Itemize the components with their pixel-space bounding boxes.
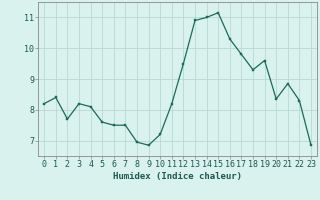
X-axis label: Humidex (Indice chaleur): Humidex (Indice chaleur) [113,172,242,181]
